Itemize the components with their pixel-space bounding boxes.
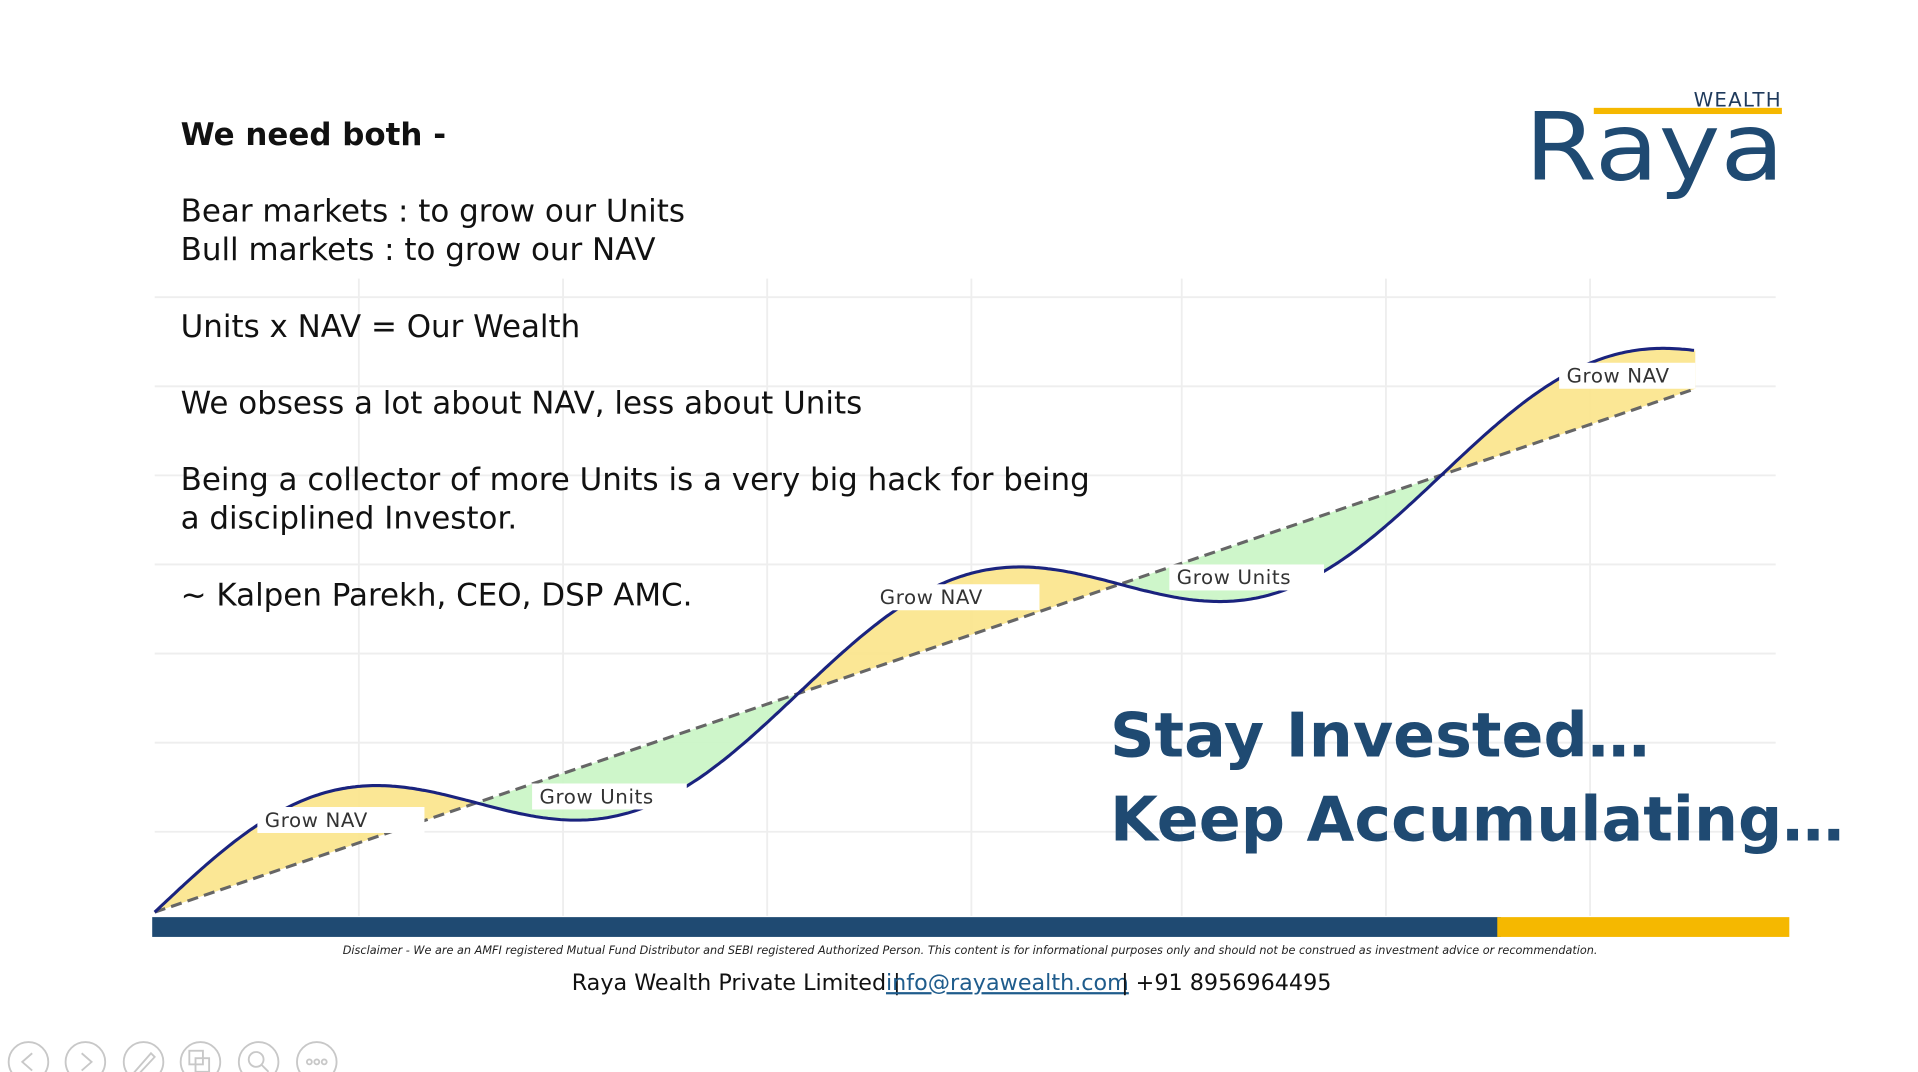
label-box xyxy=(532,783,687,810)
more-icon xyxy=(313,1058,321,1066)
prev-icon xyxy=(20,1052,33,1072)
footer-bar-accent xyxy=(1497,917,1790,937)
logo-tag: WEALTH xyxy=(1694,89,1782,112)
logo-bar xyxy=(1593,107,1782,115)
more-icon xyxy=(320,1058,328,1066)
illustration: Grow NAV Grow Units Grow NAV Grow Units Grow… xyxy=(153,346,1696,914)
illustration-label: Grow NAV xyxy=(880,586,983,609)
text-line: We obsess a lot about NAV, less about Un… xyxy=(181,385,863,421)
zoom-button[interactable] xyxy=(237,1041,280,1072)
tagline: Keep Accumulating… xyxy=(1110,783,1844,855)
pen-icon xyxy=(133,1051,156,1072)
prev-button[interactable] xyxy=(7,1041,50,1072)
text-line: Being a collector of more Units is a ver… xyxy=(181,462,1090,498)
text-line: ~ Kalpen Parekh, CEO, DSP AMC. xyxy=(181,577,693,613)
footer-phone: | +91 8956964495 xyxy=(1121,970,1331,996)
tagline: Stay Invested… xyxy=(1110,699,1650,771)
label-box xyxy=(872,584,1040,611)
grid xyxy=(154,278,1776,916)
label-box xyxy=(1559,362,1696,389)
logo: WEALTH Raya xyxy=(1525,89,1785,203)
disclaimer: Disclaimer - We are an AMFI registered M… xyxy=(343,944,1598,957)
nav-area xyxy=(154,785,477,913)
footer-bar xyxy=(152,917,1501,937)
illustration-label: Grow Units xyxy=(1177,566,1291,589)
text-line: a disciplined Investor. xyxy=(181,501,518,537)
next-icon xyxy=(81,1052,93,1072)
next-button[interactable] xyxy=(64,1041,107,1072)
heading: We need both - xyxy=(181,117,446,153)
illustration-label: Grow NAV xyxy=(1567,365,1670,388)
text-line: Units x NAV = Our Wealth xyxy=(181,309,581,345)
text-line: Bull markets : to grow our NAV xyxy=(181,232,656,268)
zoom-icon xyxy=(260,1063,270,1072)
footer-company: Raya Wealth Private Limited | xyxy=(572,970,901,996)
zoom-icon xyxy=(247,1051,265,1068)
footer-email[interactable]: info@rayawealth.com xyxy=(886,970,1129,996)
more-icon xyxy=(305,1058,313,1066)
illustration-label: Grow NAV xyxy=(265,809,368,832)
label-box xyxy=(257,806,425,833)
logo-wordmark: Raya xyxy=(1525,94,1785,203)
label-box xyxy=(1169,564,1325,591)
text-line: Bear markets : to grow our Units xyxy=(181,194,685,230)
slides-button[interactable] xyxy=(179,1041,222,1072)
pen-button[interactable] xyxy=(122,1041,165,1072)
illustration-label: Grow Units xyxy=(540,785,654,808)
presentation-controls xyxy=(7,1041,338,1072)
more-button[interactable] xyxy=(296,1041,338,1072)
